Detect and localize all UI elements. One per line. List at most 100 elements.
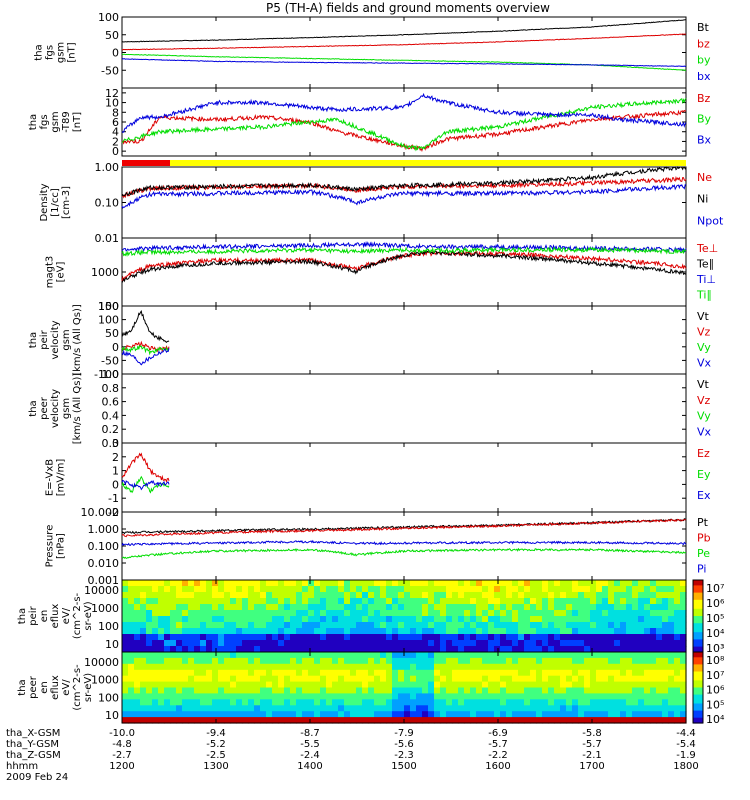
heatmap-cell (536, 598, 543, 605)
heatmap-cell (488, 604, 495, 611)
heatmap-cell (500, 604, 507, 611)
heatmap-cell (470, 634, 477, 641)
colorbar-tick-label: 10⁵ (706, 612, 724, 625)
heatmap-cell (164, 717, 171, 724)
heatmap-cell (158, 657, 165, 665)
heatmap-cell (602, 610, 609, 617)
heatmap-cell (134, 711, 141, 718)
heatmap-cell (680, 586, 687, 593)
heatmap-cell (554, 646, 561, 653)
heatmap-cell (176, 598, 183, 605)
heatmap-cell (440, 681, 447, 689)
heatmap-cell (524, 586, 531, 593)
heatmap-cell (338, 681, 345, 689)
heatmap-cell (578, 657, 585, 665)
heatmap-cell (212, 699, 219, 706)
y-axis-label: gsm (56, 42, 67, 63)
heatmap-cell (644, 634, 651, 641)
heatmap-cell (428, 610, 435, 617)
series-Bx (121, 92, 687, 133)
heatmap-cell (608, 652, 615, 659)
heatmap-cell (518, 717, 525, 724)
heatmap-cell (176, 652, 183, 659)
heatmap-cell (194, 598, 201, 605)
heatmap-cell (134, 628, 141, 635)
heatmap-cell (440, 687, 447, 694)
heatmap-cell (392, 604, 399, 611)
heatmap-cell (188, 705, 195, 712)
heatmap-cell (560, 717, 567, 724)
heatmap-cell (152, 711, 159, 718)
heatmap-cell (680, 711, 687, 718)
heatmap-cell (410, 681, 417, 689)
heatmap-cell (494, 681, 501, 689)
heatmap-cell (512, 657, 519, 665)
heatmap-cell (428, 592, 435, 599)
heatmap-cell (518, 628, 525, 635)
heatmap-cell (452, 699, 459, 706)
heatmap-cell (542, 652, 549, 659)
heatmap-cell (674, 628, 681, 635)
heatmap-cell (410, 693, 417, 700)
heatmap-cell (458, 604, 465, 611)
heatmap-cell (470, 652, 477, 659)
heatmap-cell (656, 693, 663, 700)
heatmap-cell (224, 657, 231, 665)
heatmap-cell (446, 628, 453, 635)
heatmap-cell (194, 634, 201, 641)
colorbar-tick-label: 10⁶ (706, 684, 725, 697)
heatmap-cell (680, 663, 687, 671)
heatmap-cell (170, 705, 177, 712)
heatmap-cell (404, 610, 411, 617)
series-Ne (121, 175, 687, 199)
heatmap-cell (662, 604, 669, 611)
heatmap-cell (170, 622, 177, 629)
heatmap-cell (500, 586, 507, 593)
colorbar-segment (693, 659, 703, 662)
heatmap-cell (476, 687, 483, 694)
colorbar-segment (693, 616, 703, 619)
heatmap-cell (266, 640, 273, 647)
heatmap-cell (314, 717, 321, 724)
heatmap-cell (626, 592, 633, 599)
heatmap-cell (584, 604, 591, 611)
x-axis-value: -2.7 (112, 750, 132, 761)
heatmap-cell (422, 705, 429, 712)
heatmap-cell (134, 717, 141, 724)
heatmap-cell (278, 705, 285, 712)
heatmap-cell (296, 610, 303, 617)
heatmap-cell (224, 711, 231, 718)
heatmap-cell (506, 628, 513, 635)
heatmap-cell (284, 705, 291, 712)
heatmap-cell (434, 687, 441, 694)
heatmap-cell (128, 699, 135, 706)
heatmap-cell (296, 646, 303, 653)
heatmap-cell (272, 675, 279, 683)
heatmap-cell (536, 693, 543, 700)
heatmap-cell (236, 657, 243, 665)
heatmap-cell (224, 693, 231, 700)
heatmap-cell (272, 628, 279, 635)
heatmap-cell (326, 586, 333, 593)
heatmap-cell (470, 598, 477, 605)
y-axis-label: peer (28, 675, 39, 699)
heatmap-cell (290, 652, 297, 659)
heatmap-cell (512, 640, 519, 647)
y-axis-label: tha (17, 608, 28, 624)
heatmap-cell (152, 598, 159, 605)
heatmap-cell (314, 640, 321, 647)
colorbar-segment (693, 673, 703, 676)
heatmap-cell (248, 657, 255, 665)
heatmap-cell (368, 699, 375, 706)
legend-Vx: Vx (697, 425, 712, 438)
heatmap-cell (146, 598, 153, 605)
heatmap-cell (182, 675, 189, 683)
x-axis-value: -9.4 (206, 728, 226, 739)
heatmap-cell (236, 598, 243, 605)
heatmap-cell (200, 657, 207, 665)
heatmap-cell (230, 610, 237, 617)
heatmap-cell (476, 634, 483, 641)
heatmap-cell (362, 669, 369, 677)
